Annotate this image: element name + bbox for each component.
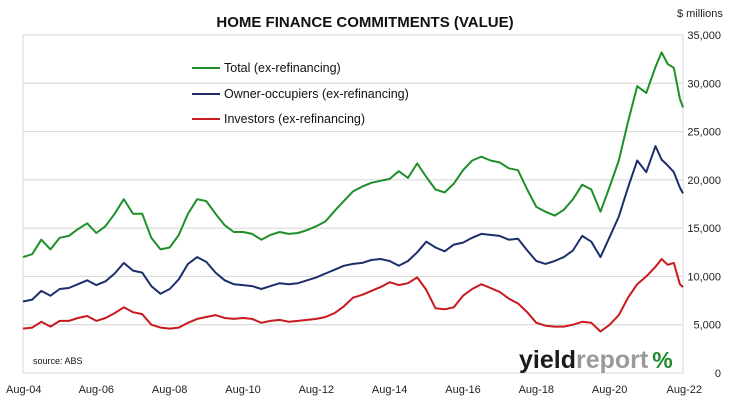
logo-percent-icon: %	[652, 347, 672, 373]
x-tick-label: Aug-12	[299, 384, 334, 396]
x-tick-label: Aug-08	[152, 384, 187, 396]
y-tick-label: 5,000	[693, 320, 721, 332]
x-tick-label: Aug-04	[6, 384, 41, 396]
logo-text-yield: yield	[519, 346, 576, 374]
y-axis-unit-label: $ millions	[677, 8, 723, 20]
legend-label-investors: Investors (ex-refinancing)	[224, 112, 365, 126]
series-line-investors	[22, 258, 684, 333]
svg-text:yieldreport%: yieldreport%	[519, 346, 673, 374]
legend-label-total: Total (ex-refinancing)	[224, 61, 341, 75]
x-tick-label: Aug-20	[592, 384, 627, 396]
source-note: source: ABS	[33, 356, 83, 366]
y-tick-label: 15,000	[687, 223, 721, 235]
legend-label-owner-occupiers: Owner-occupiers (ex-refinancing)	[224, 87, 409, 101]
x-tick-label: Aug-16	[445, 384, 480, 396]
x-tick-label: Aug-14	[372, 384, 407, 396]
y-tick-label: 25,000	[687, 127, 721, 139]
y-tick-label: 10,000	[687, 271, 721, 283]
series-lines	[22, 51, 684, 333]
series-line-owner-occupiers	[22, 145, 684, 303]
x-tick-label: Aug-06	[79, 384, 114, 396]
x-axis-ticks: Aug-04 Aug-06 Aug-08 Aug-10 Aug-12 Aug-14 Aug-…	[6, 384, 702, 396]
x-tick-label: Aug-22	[667, 384, 702, 396]
plot-area	[22, 34, 684, 374]
yieldreport-logo: yieldreport%	[519, 346, 673, 374]
x-tick-label: Aug-10	[225, 384, 260, 396]
y-tick-label: 30,000	[687, 78, 721, 90]
legend: Total (ex-refinancing) Owner-occupiers (…	[192, 61, 409, 126]
chart-title: HOME FINANCE COMMITMENTS (VALUE)	[216, 14, 513, 31]
y-tick-label: 20,000	[687, 175, 721, 187]
series-line-total	[22, 51, 684, 259]
x-tick-label: Aug-18	[519, 384, 554, 396]
y-axis-ticks: 0 5,000 10,000 15,000 20,000 25,000 30,000 35,0…	[687, 30, 721, 380]
y-tick-label: 0	[715, 368, 721, 380]
y-tick-label: 35,000	[687, 30, 721, 42]
logo-text-report: report	[576, 346, 649, 374]
